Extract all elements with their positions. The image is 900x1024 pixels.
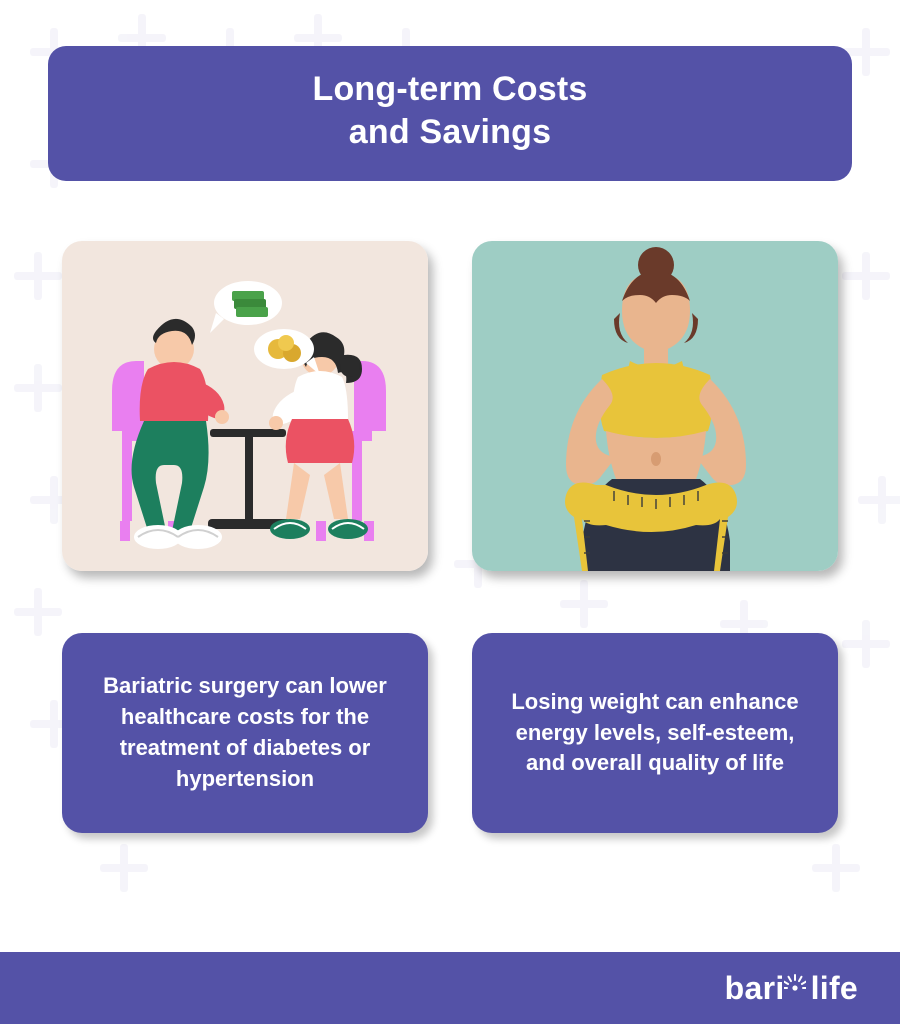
illustration-row [0,181,900,571]
woman-measuring-tape-icon [472,241,838,571]
people-talking-money-icon [62,241,428,571]
brand-part2: life [811,970,858,1007]
brand-logo: bari life [725,970,858,1007]
caption-left-text: Bariatric surgery can lower healthcare c… [94,671,396,794]
page: Long-term Costs and Savings [0,0,900,1024]
caption-right: Losing weight can enhance energy levels,… [472,633,838,833]
brand-part1: bari [725,970,785,1007]
title-banner: Long-term Costs and Savings [48,46,852,181]
caption-left: Bariatric surgery can lower healthcare c… [62,633,428,833]
footer-bar: bari life [0,952,900,1024]
illustration-weight-loss [472,241,838,571]
title-line-2: and Savings [349,113,551,151]
caption-row: Bariatric surgery can lower healthcare c… [0,571,900,833]
page-title: Long-term Costs and Savings [72,68,828,153]
sunburst-icon [784,967,806,989]
illustration-discussing-costs [62,241,428,571]
title-line-1: Long-term Costs [313,70,588,108]
caption-right-text: Losing weight can enhance energy levels,… [504,687,806,779]
